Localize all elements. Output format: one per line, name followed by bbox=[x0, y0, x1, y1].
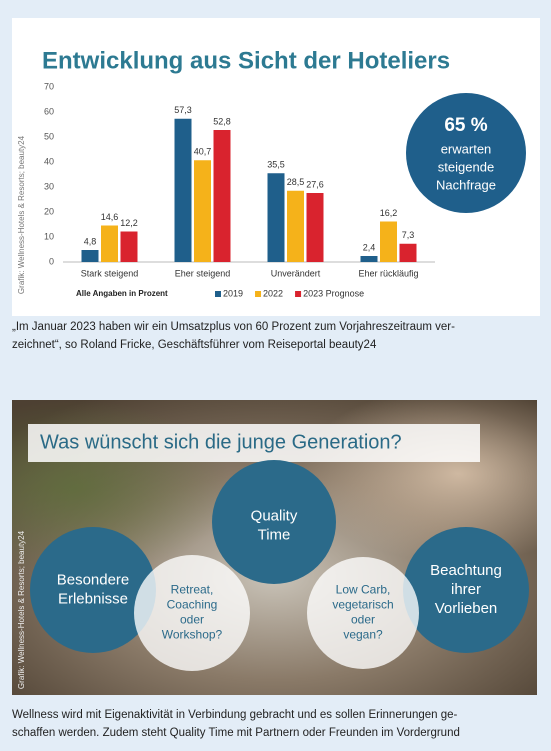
credit: Grafik: Wellness-Hotels & Resorts; beaut… bbox=[17, 530, 26, 689]
badge-text: steigende bbox=[438, 159, 494, 174]
value-label: 27,6 bbox=[306, 179, 324, 189]
value-label: 4,8 bbox=[84, 236, 97, 246]
circle bbox=[134, 555, 250, 671]
y-tick-label: 40 bbox=[44, 156, 54, 166]
bar bbox=[360, 256, 378, 262]
y-tick-label: 60 bbox=[44, 106, 54, 116]
y-tick-label: 0 bbox=[49, 256, 54, 266]
circle-label: Erlebnisse bbox=[58, 590, 128, 607]
legend-swatch bbox=[255, 291, 262, 297]
bar bbox=[380, 221, 397, 262]
y-tick-label: 10 bbox=[44, 231, 54, 241]
bar bbox=[174, 118, 192, 262]
bar bbox=[120, 231, 138, 262]
x-tick-label: Stark steigend bbox=[81, 268, 139, 278]
value-label: 7,3 bbox=[402, 230, 415, 240]
y-tick-label: 70 bbox=[44, 81, 54, 91]
circle-label: Time bbox=[258, 526, 291, 543]
bar bbox=[81, 250, 99, 262]
value-label: 52,8 bbox=[213, 116, 231, 126]
circle bbox=[307, 557, 419, 669]
caption: „Im Januar 2023 haben wir ein Umsatzplus… bbox=[12, 321, 455, 333]
badge-text: Nachfrage bbox=[436, 177, 496, 192]
bar bbox=[213, 130, 231, 262]
circle-label: Besondere bbox=[57, 571, 130, 588]
value-label: 28,5 bbox=[287, 177, 305, 187]
legend-swatch bbox=[295, 291, 302, 297]
circle-label: Low Carb, bbox=[336, 583, 391, 597]
value-label: 57,3 bbox=[174, 105, 192, 115]
caption: Wellness wird mit Eigenaktivität in Verb… bbox=[12, 709, 458, 721]
circle-label: vegan? bbox=[343, 628, 383, 642]
bar bbox=[399, 243, 417, 262]
legend-swatch bbox=[215, 291, 221, 297]
circle-label: oder bbox=[180, 613, 204, 627]
circle-label: Workshop? bbox=[162, 628, 223, 642]
x-tick-label: Eher rückläufig bbox=[358, 268, 418, 278]
bar bbox=[267, 173, 285, 262]
bar bbox=[306, 193, 324, 262]
chart: Entwicklung aus Sicht der Hoteliers Graf… bbox=[17, 47, 526, 298]
bar bbox=[194, 160, 211, 262]
circle-label: Coaching bbox=[167, 598, 218, 612]
circle-label: Retreat, bbox=[171, 583, 214, 597]
infographic-title: Was wünscht sich die junge Generation? bbox=[40, 431, 402, 453]
caption: zeichnet“, so Roland Fricke, Geschäftsfü… bbox=[12, 339, 377, 351]
circle-labels: Besondere Erlebnisse Quality Time Beachtung i… bbox=[57, 507, 502, 641]
y-tick-label: 30 bbox=[44, 181, 54, 191]
circle bbox=[212, 460, 336, 584]
bar bbox=[287, 190, 304, 262]
title-banner bbox=[28, 424, 480, 462]
badge-text: erwarten bbox=[441, 141, 492, 156]
legend-label: 2023 Prognose bbox=[303, 288, 364, 298]
legend-label: 2019 bbox=[223, 288, 243, 298]
x-tick-label: Unverändert bbox=[271, 268, 321, 278]
value-label: 40,7 bbox=[194, 147, 212, 157]
bar bbox=[101, 225, 118, 262]
legend-label: 2022 bbox=[263, 288, 283, 298]
value-label: 12,2 bbox=[120, 218, 138, 228]
y-tick-label: 20 bbox=[44, 206, 54, 216]
circle bbox=[403, 527, 529, 653]
circle-label: oder bbox=[351, 613, 375, 627]
badge bbox=[406, 93, 526, 213]
x-tick-label: Eher steigend bbox=[175, 268, 231, 278]
circle-label: Quality bbox=[251, 507, 298, 524]
circle-label: vegetarisch bbox=[332, 598, 393, 612]
circle-label: Vorlieben bbox=[435, 600, 498, 617]
value-label: 35,5 bbox=[267, 160, 285, 170]
note: Alle Angaben in Prozent bbox=[76, 289, 168, 298]
value-label: 16,2 bbox=[380, 208, 398, 218]
infographic: Was wünscht sich die junge Generation? G… bbox=[12, 400, 537, 695]
circle bbox=[30, 527, 156, 653]
y-tick-label: 50 bbox=[44, 131, 54, 141]
value-label: 2,4 bbox=[363, 242, 376, 252]
circle-label: Beachtung bbox=[430, 562, 502, 579]
credit: Grafik: Wellness-Hotels & Resorts; beaut… bbox=[17, 135, 26, 294]
badge-text: 65 % bbox=[444, 115, 487, 136]
caption: schaffen werden. Zudem steht Quality Tim… bbox=[12, 727, 460, 739]
circle-label: ihrer bbox=[451, 581, 481, 598]
chart-title: Entwicklung aus Sicht der Hoteliers bbox=[42, 47, 450, 74]
value-label: 14,6 bbox=[101, 212, 119, 222]
